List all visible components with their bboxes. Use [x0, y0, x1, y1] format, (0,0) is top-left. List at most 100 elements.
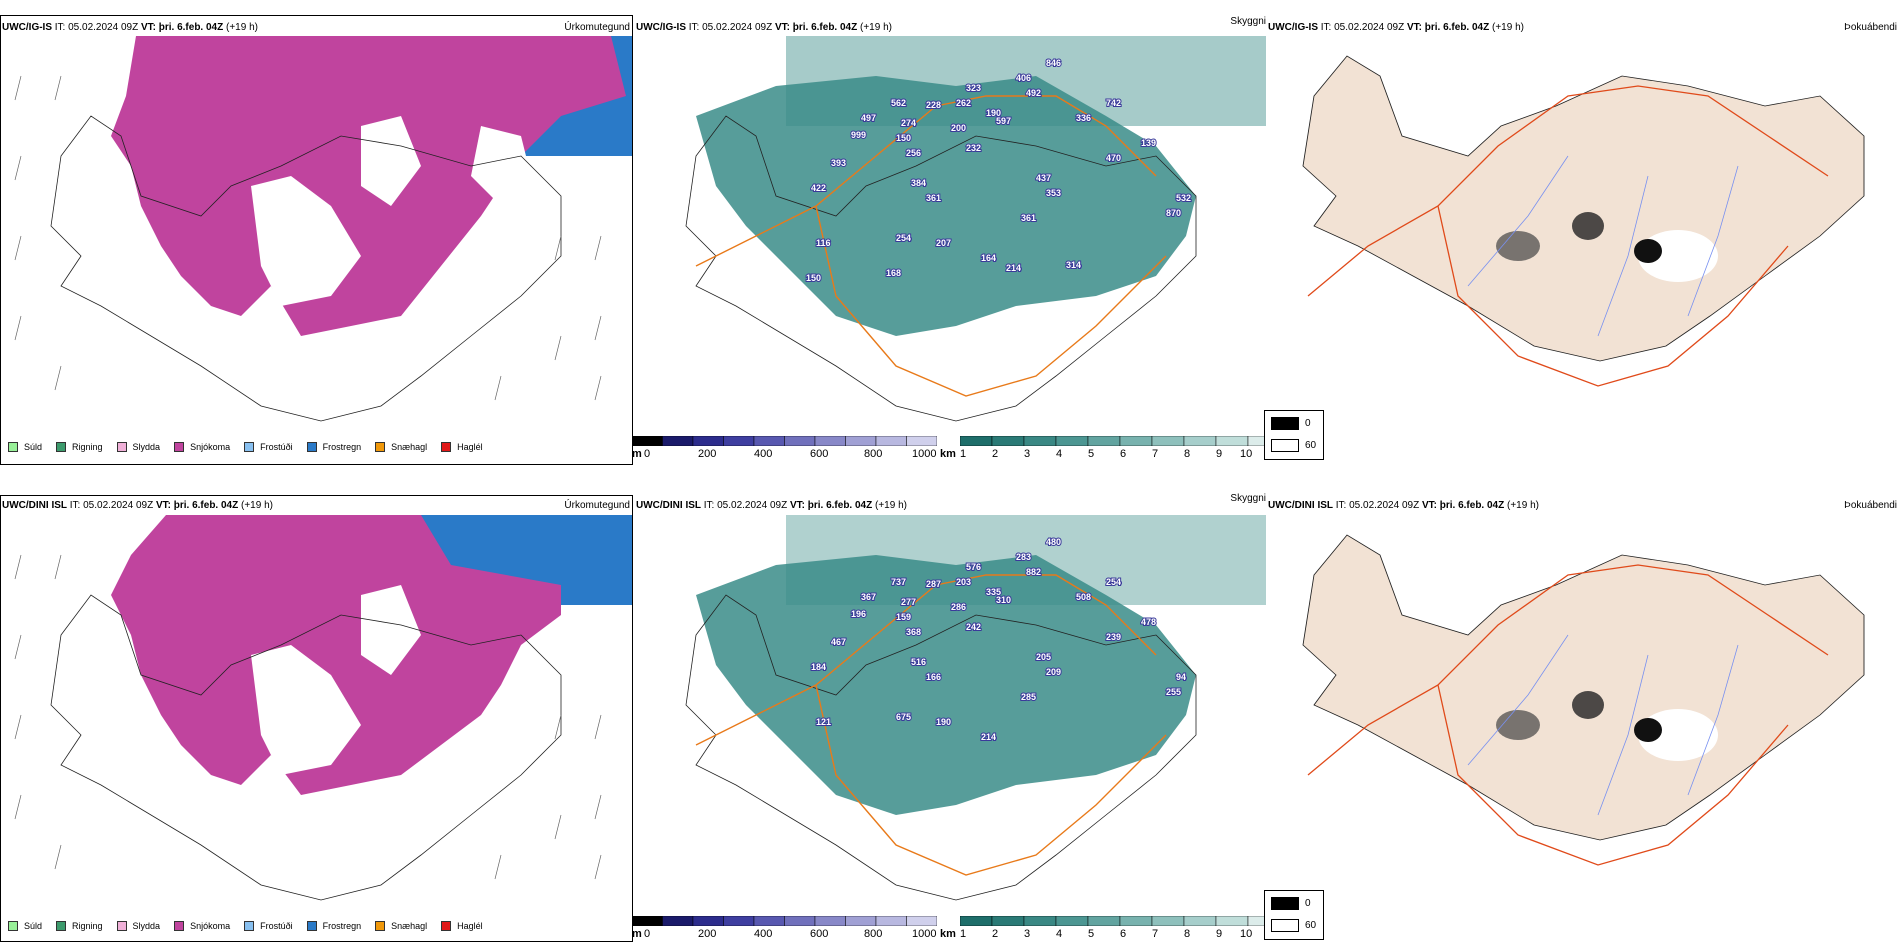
cloud-base-unit: m	[632, 448, 642, 460]
colorbar-segment	[1087, 916, 1121, 926]
legend-item-freezing-rain: Frostregn	[306, 921, 361, 931]
colorbar-segment	[814, 436, 846, 446]
cloud-base-value: 214	[981, 732, 996, 742]
fog-land	[1302, 534, 1865, 841]
cloud-base-value: 242	[966, 622, 981, 632]
cloud-base-value: 361	[926, 193, 941, 203]
cloud-base-value: 870	[1166, 208, 1181, 218]
visibility-colorbar: km 1 2 3 4 5 6 7 8 9 10	[940, 916, 1280, 942]
cloud-base-value: 742	[1106, 98, 1121, 108]
legend-item-snow: Snjókoma	[174, 921, 230, 931]
colorbar-segment	[1151, 436, 1185, 446]
cloud-base-value: 576	[966, 562, 981, 572]
colorbar-segment	[1055, 436, 1089, 446]
cloud-base-value: 384	[911, 178, 926, 188]
cloud-header: UWC/DINI ISL IT: 05.02.2024 09Z VT: þri.…	[636, 500, 907, 511]
fog-header: UWC/IG-IS IT: 05.02.2024 09Z VT: þri. 6.…	[1268, 22, 1524, 33]
colorbar-segment	[692, 436, 724, 446]
roads	[695, 574, 1167, 876]
legend-item-rain: Rigning	[56, 442, 103, 452]
vt-value: þri. 6.feb. 04Z	[158, 22, 224, 33]
cloud-base-value: 200	[951, 123, 966, 133]
colorbar-segment	[1183, 916, 1217, 926]
it-label: IT:	[54, 22, 66, 33]
legend-item-drizzle: Súld	[8, 442, 42, 452]
colorbar-segment	[753, 916, 785, 926]
cloud-base-value: 597	[996, 116, 1011, 126]
cloud-base-value: 335	[986, 587, 1001, 597]
cloud-header: UWC/IG-IS IT: 05.02.2024 09Z VT: þri. 6.…	[636, 22, 892, 33]
cloud-base-value: 422	[811, 183, 826, 193]
colorbar-segment	[723, 436, 755, 446]
colorbar-segment	[692, 916, 724, 926]
colorbar-segment	[991, 436, 1025, 446]
cloud-base-value: 314	[1066, 260, 1081, 270]
snow-gap	[361, 585, 421, 675]
cloud-base-value: 190	[936, 717, 951, 727]
legend-item-hail: Haglél	[441, 921, 483, 931]
cloud-base-value: 336	[1076, 113, 1091, 123]
cloud-base-value: 121	[816, 717, 831, 727]
legend-item-freezing-drizzle: Frostúði	[244, 921, 293, 931]
colorbar-segment	[991, 916, 1025, 926]
colorbar-segment	[632, 436, 663, 446]
fog-map	[1302, 55, 1865, 387]
cloud-base-value: 150	[806, 273, 821, 283]
cloud-base-value: 367	[861, 592, 876, 602]
cloud-base-value: 254	[1106, 577, 1121, 587]
precip-legend: Súld Rigning Slydda Snjókoma Frostúði Fr…	[8, 442, 497, 452]
cloud-base-value: 209	[1046, 667, 1061, 677]
colorbar-segment	[960, 436, 993, 446]
colorbar-segment	[845, 436, 877, 446]
cloud-base-value: 203	[956, 577, 971, 587]
precip-header: UWC/DINI ISL IT: 05.02.2024 09Z VT: þri.…	[2, 500, 273, 511]
iceland-coast	[50, 594, 562, 901]
cloud-base-value: 196	[851, 609, 866, 619]
cloud-base-value: 283	[1016, 552, 1031, 562]
cloud-base-value: 882	[1026, 567, 1041, 577]
colorbar-segment	[784, 436, 816, 446]
fog-title: Þokuábendi	[1844, 22, 1897, 33]
colorbar-segment	[906, 916, 937, 926]
colorbar-segment	[1119, 436, 1153, 446]
cloud-base-value: 361	[1021, 213, 1036, 223]
legend-item-sleet: Slydda	[116, 442, 160, 452]
cloud-base-value: 254	[896, 233, 911, 243]
wind-barbs	[14, 554, 602, 880]
cloud-base-value: 190	[986, 108, 1001, 118]
colorbar-segment	[753, 436, 785, 446]
cloud-base-colorbar: m 0 200 400 600 800 1000	[632, 916, 937, 942]
cloud-base-value: 393	[831, 158, 846, 168]
cloud-base-value: 310	[996, 595, 1011, 605]
cloud-base-value: 480	[1046, 537, 1061, 547]
cloud-base-value: 737	[891, 577, 906, 587]
colorbar-segment	[960, 916, 993, 926]
cloud-base-value: 368	[906, 627, 921, 637]
cloud-base-value: 562	[891, 98, 906, 108]
fog-map	[1302, 534, 1865, 866]
legend-item-snow: Snjókoma	[174, 442, 230, 452]
cloud-base-value: 437	[1036, 173, 1051, 183]
cloud-base-value: 205	[1036, 652, 1051, 662]
model-name: UWC/IG-IS	[2, 22, 52, 33]
cloud-base-value: 184	[811, 662, 826, 672]
fog-roads	[1307, 85, 1829, 387]
cloud-base-value: 675	[896, 712, 911, 722]
colorbar-segment	[1215, 916, 1249, 926]
legend-item-freezing-rain: Frostregn	[306, 442, 361, 452]
colorbar-segment	[1087, 436, 1121, 446]
cloud-base-value: 232	[966, 143, 981, 153]
iceland-coast	[50, 115, 562, 422]
legend-item-rain: Rigning	[56, 921, 103, 931]
cloud-base-value: 323	[966, 83, 981, 93]
cloud-base-value: 214	[1006, 263, 1021, 273]
cloud-title: Skyggni	[1230, 493, 1266, 504]
cloud-base-value: 999	[851, 130, 866, 140]
cloud-base-value: 478	[1141, 617, 1156, 627]
cloud-base-value: 207	[936, 238, 951, 248]
lead-time: (+19 h)	[226, 22, 258, 33]
precip-map	[14, 36, 632, 422]
